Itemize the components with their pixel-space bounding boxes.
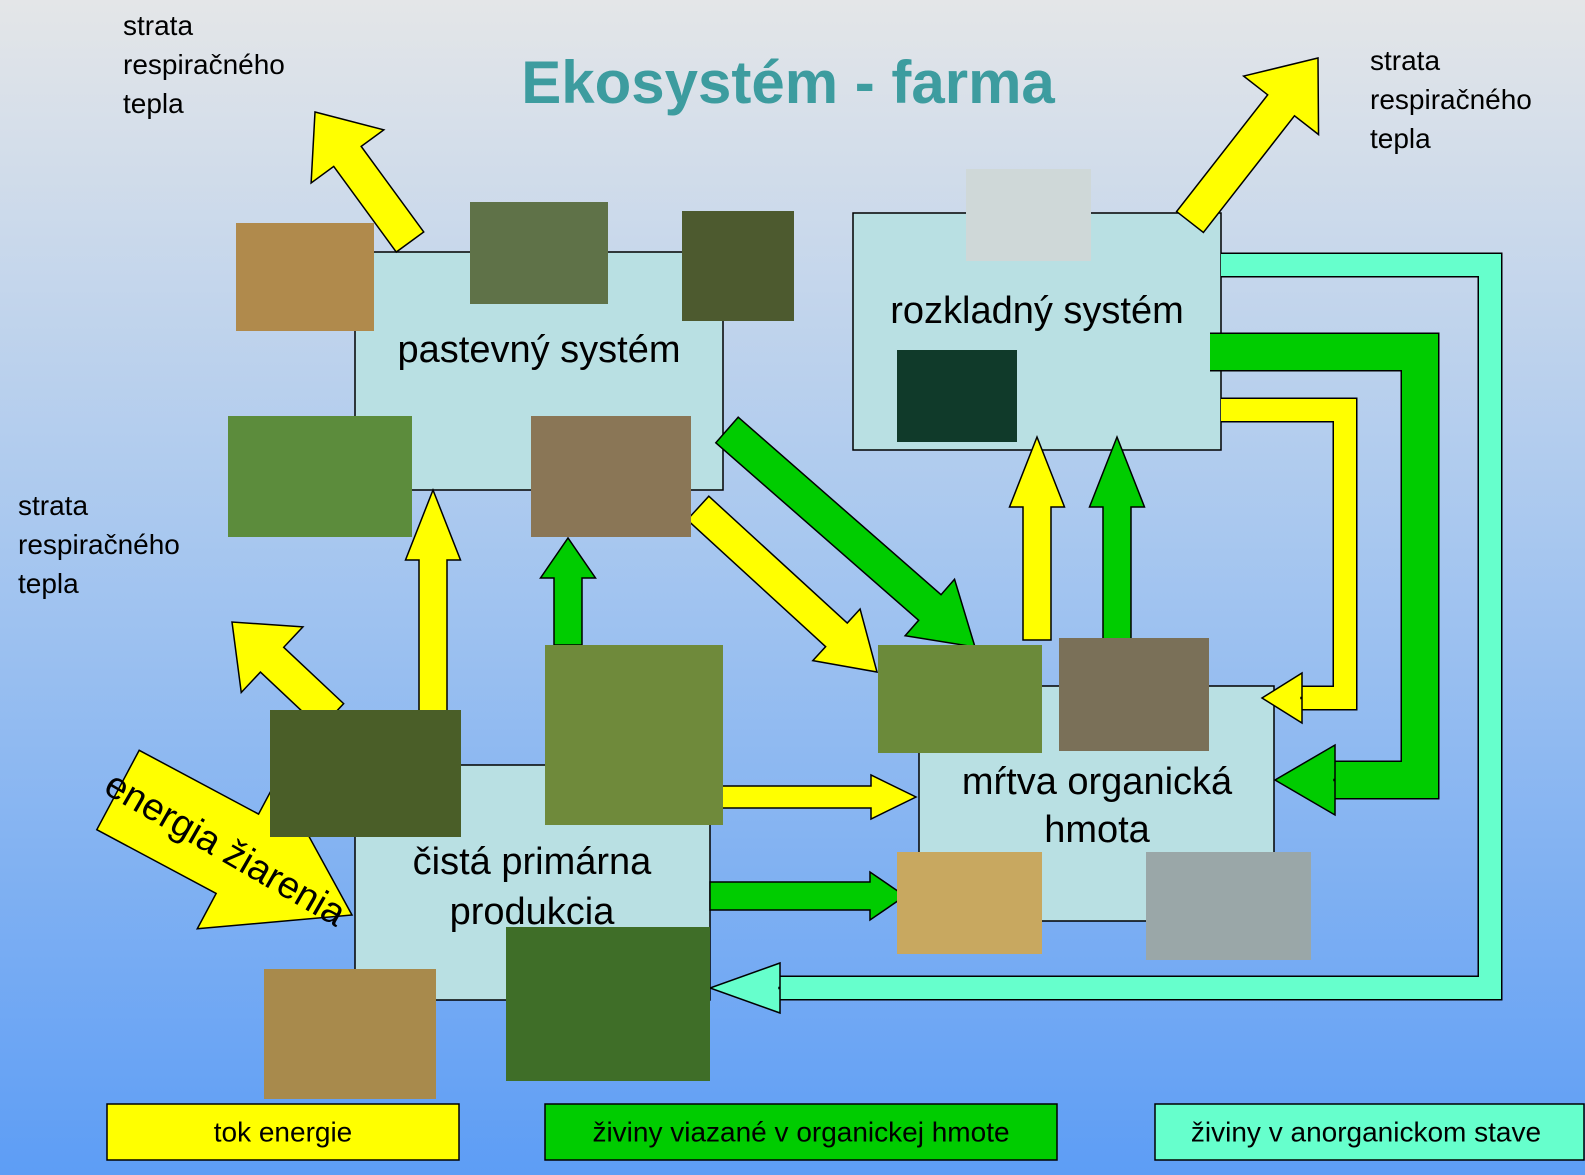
node-label: rozkladný systém — [890, 290, 1184, 332]
photo-dog — [236, 223, 374, 331]
photo-bread — [966, 169, 1091, 261]
photo-bear — [682, 211, 794, 321]
photo-pig — [531, 416, 691, 537]
photo-peppers — [270, 710, 461, 837]
photo-cows — [228, 416, 412, 537]
photo-manure — [878, 645, 1042, 753]
node-label: pastevný systém — [398, 329, 681, 371]
legend-label: živiny viazané v organickej hmote — [592, 1116, 1009, 1147]
diagram: stratarespiračnéhotepla stratarespiračné… — [0, 0, 1585, 1175]
legend-label: živiny v anorganickom stave — [1191, 1116, 1541, 1147]
photo-people — [470, 202, 608, 304]
photo-waste — [1059, 638, 1209, 751]
legend-label: tok energie — [214, 1116, 353, 1147]
photo-treatment-plant — [1146, 852, 1311, 960]
photo-corn — [506, 927, 710, 1081]
photo-apples — [545, 645, 723, 825]
photo-bales — [897, 852, 1042, 954]
title: Ekosystém - farma — [521, 49, 1055, 116]
photo-wheat — [264, 969, 436, 1099]
photo-bacteria — [897, 350, 1017, 442]
